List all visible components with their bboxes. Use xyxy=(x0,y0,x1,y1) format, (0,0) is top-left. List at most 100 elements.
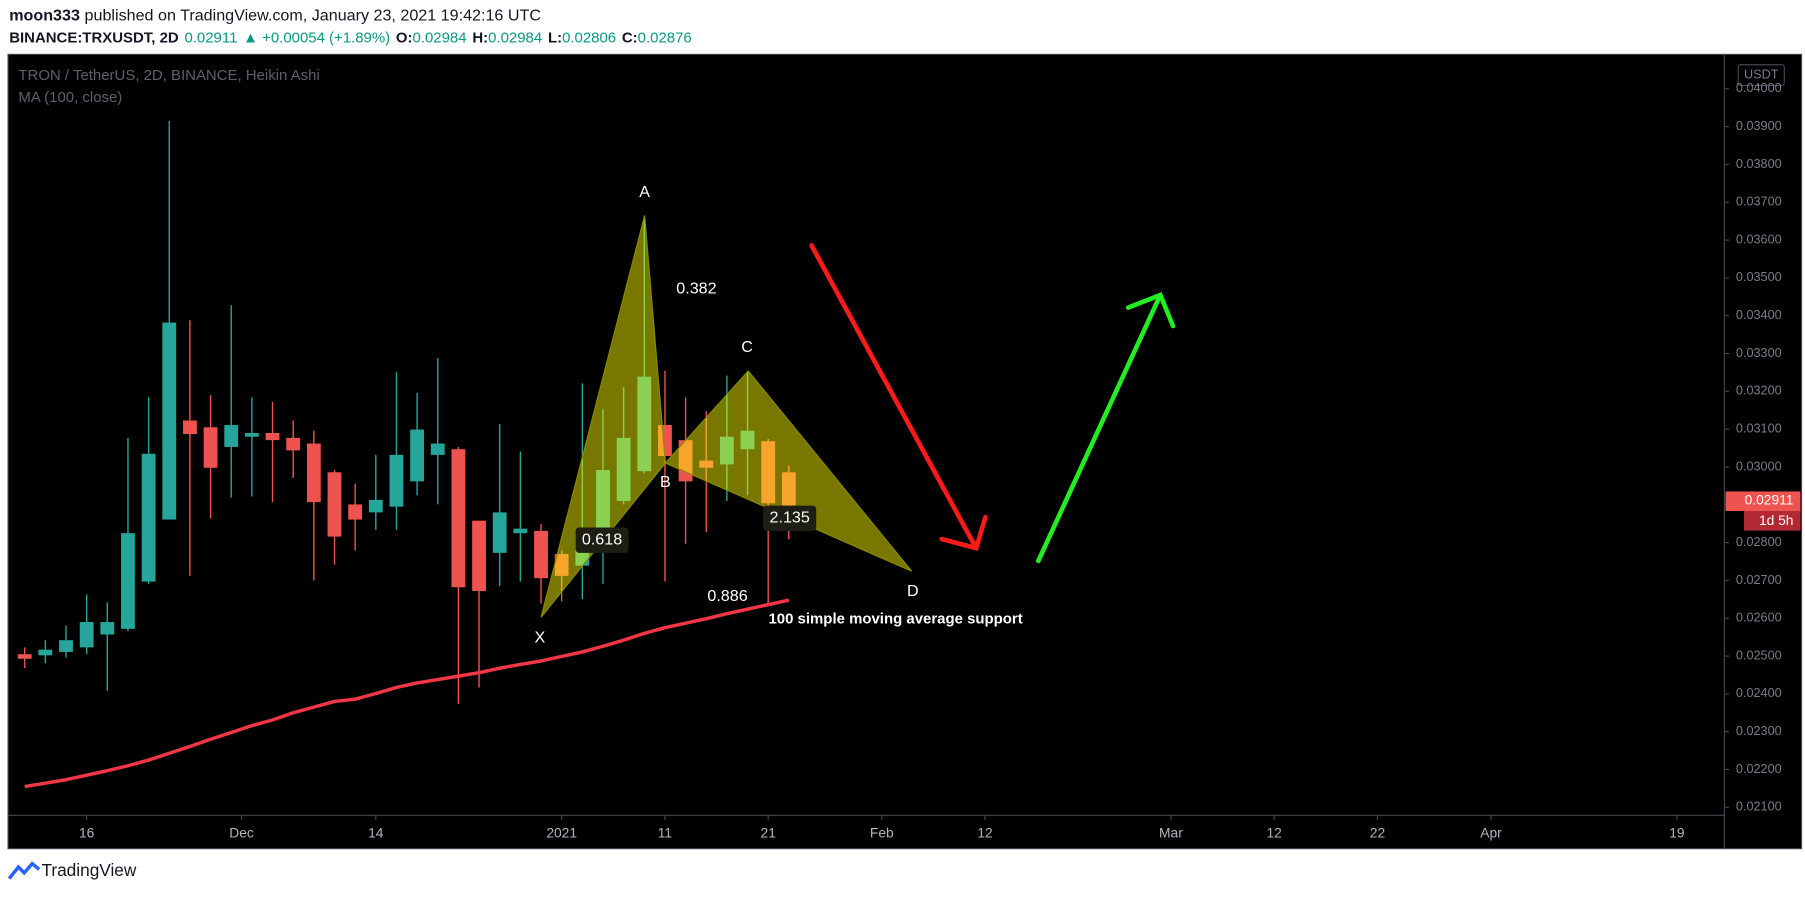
unit-label: USDT xyxy=(1744,67,1779,81)
last-price-label: 0.02911 xyxy=(1745,491,1794,507)
candle-body xyxy=(430,443,445,455)
author-line: moon333 published on TradingView.com, Jan… xyxy=(9,7,541,25)
y-tick-label: 0.03000 xyxy=(1736,459,1782,473)
candle-body xyxy=(348,504,363,520)
quote-value: 0.02984 xyxy=(413,29,467,46)
x-tick-label: 2021 xyxy=(546,824,577,840)
x-tick-label: Apr xyxy=(1480,824,1502,840)
x-tick-label: Feb xyxy=(870,824,894,840)
y-tick-label: 0.03700 xyxy=(1736,195,1782,209)
quote-label: O: xyxy=(396,29,413,46)
axes: 0.02100 0.02200 0.02300 0.02400 0.02500 0.026… xyxy=(79,81,1801,840)
candle-body xyxy=(719,436,734,465)
candle-body xyxy=(658,425,672,457)
annotation: 0.886 xyxy=(707,587,747,605)
x-tick-label: 12 xyxy=(1267,824,1282,840)
candle-body xyxy=(368,499,383,513)
annotation: 100 simple moving average support xyxy=(768,611,1022,628)
candle-body xyxy=(513,528,528,534)
y-tick-label: 0.03900 xyxy=(1736,119,1782,133)
quote-line: BINANCE:TRXUSDT, 2D 0.02911 ▲ +0.00054 (+1… xyxy=(9,29,692,46)
annotation: 2.135 xyxy=(770,509,810,527)
candle-body xyxy=(781,472,796,506)
x-tick-label: 14 xyxy=(368,824,384,840)
candle-body xyxy=(554,553,569,576)
legend-entry: MA (100, close) xyxy=(18,89,122,106)
candle-body xyxy=(637,376,652,472)
candle-body xyxy=(38,649,53,656)
countdown-label: 1d 5h xyxy=(1759,512,1794,528)
x-tick-label: Dec xyxy=(229,824,254,840)
candle-body xyxy=(410,429,425,482)
chart-background xyxy=(7,53,1803,850)
candle-body xyxy=(100,622,115,635)
brand: TradingView xyxy=(41,860,136,880)
candle-body xyxy=(492,512,507,553)
candle-body xyxy=(203,427,218,468)
last-price-badge xyxy=(1725,491,1801,512)
countdown-badge xyxy=(1743,511,1801,531)
candle-body xyxy=(224,425,239,447)
y-tick-label: 0.03800 xyxy=(1736,157,1782,171)
quote-value: 0.02876 xyxy=(638,29,692,46)
candle-body xyxy=(472,520,486,592)
candle-body xyxy=(17,654,32,659)
quote-label: L: xyxy=(548,29,562,46)
published: published on TradingView.com, January 23… xyxy=(85,7,542,25)
y-tick-label: 0.02500 xyxy=(1736,648,1782,662)
y-tick-label: 0.02300 xyxy=(1736,724,1782,738)
y-tick-label: 0.03600 xyxy=(1736,232,1782,246)
annotation: C xyxy=(741,338,753,356)
y-tick-label: 0.02700 xyxy=(1736,573,1782,587)
candle-body xyxy=(141,453,156,582)
candle-body xyxy=(678,440,693,482)
y-tick-label: 0.03100 xyxy=(1736,422,1782,436)
unit-badge xyxy=(1737,64,1785,87)
y-tick-label: 0.03400 xyxy=(1736,308,1782,322)
y-tick-label: 0.04000 xyxy=(1736,81,1782,95)
red-arrow xyxy=(809,243,988,552)
candle-body xyxy=(596,470,610,531)
y-tick-label: 0.02100 xyxy=(1736,800,1782,814)
author: moon333 xyxy=(9,7,80,25)
candle-body xyxy=(699,460,714,468)
y-tick-label: 0.03300 xyxy=(1736,346,1782,360)
quote-value: 0.02806 xyxy=(562,29,616,46)
annotation: 0.618 xyxy=(582,530,622,548)
y-tick-label: 0.03500 xyxy=(1736,270,1782,284)
change: ▲ +0.00054 (+1.89%) xyxy=(243,29,390,46)
annotation: D xyxy=(907,582,919,600)
candle-body xyxy=(79,622,94,648)
candle-body xyxy=(327,472,342,537)
candle-body xyxy=(121,533,135,629)
candle-body xyxy=(761,441,776,504)
x-tick-label: 16 xyxy=(79,824,95,840)
candle-body xyxy=(244,432,259,437)
x-tick-label: 12 xyxy=(977,824,992,840)
chart-title: TRON / TetherUS, 2D, BINANCE, Heikin Ash… xyxy=(18,67,319,84)
y-tick-label: 0.02600 xyxy=(1736,611,1782,625)
candle-body xyxy=(59,640,73,652)
candle-body xyxy=(183,420,197,435)
quote-label: H: xyxy=(472,29,488,46)
y-tick-label: 0.02200 xyxy=(1736,762,1782,776)
plot xyxy=(17,120,796,789)
annotations: A 0.382 C B 0.618 2.135 0.886 X D 100 simple movi… xyxy=(535,183,1023,646)
y-tick-label: 0.03200 xyxy=(1736,384,1782,398)
quote-value: 0.02984 xyxy=(488,29,542,46)
candle-body xyxy=(451,449,466,588)
annotation-box xyxy=(763,505,817,531)
last: 0.02911 xyxy=(184,29,237,46)
candle-body xyxy=(389,454,404,507)
annotation-box xyxy=(575,527,629,553)
candle-body xyxy=(534,530,548,579)
candle-body xyxy=(162,322,177,520)
annotation: 0.382 xyxy=(676,279,716,297)
annotation: B xyxy=(660,473,671,491)
x-tick-label: Mar xyxy=(1159,824,1183,840)
candle-body xyxy=(740,430,755,450)
y-tick-label: 0.02400 xyxy=(1736,686,1782,700)
candle-body xyxy=(286,437,301,451)
